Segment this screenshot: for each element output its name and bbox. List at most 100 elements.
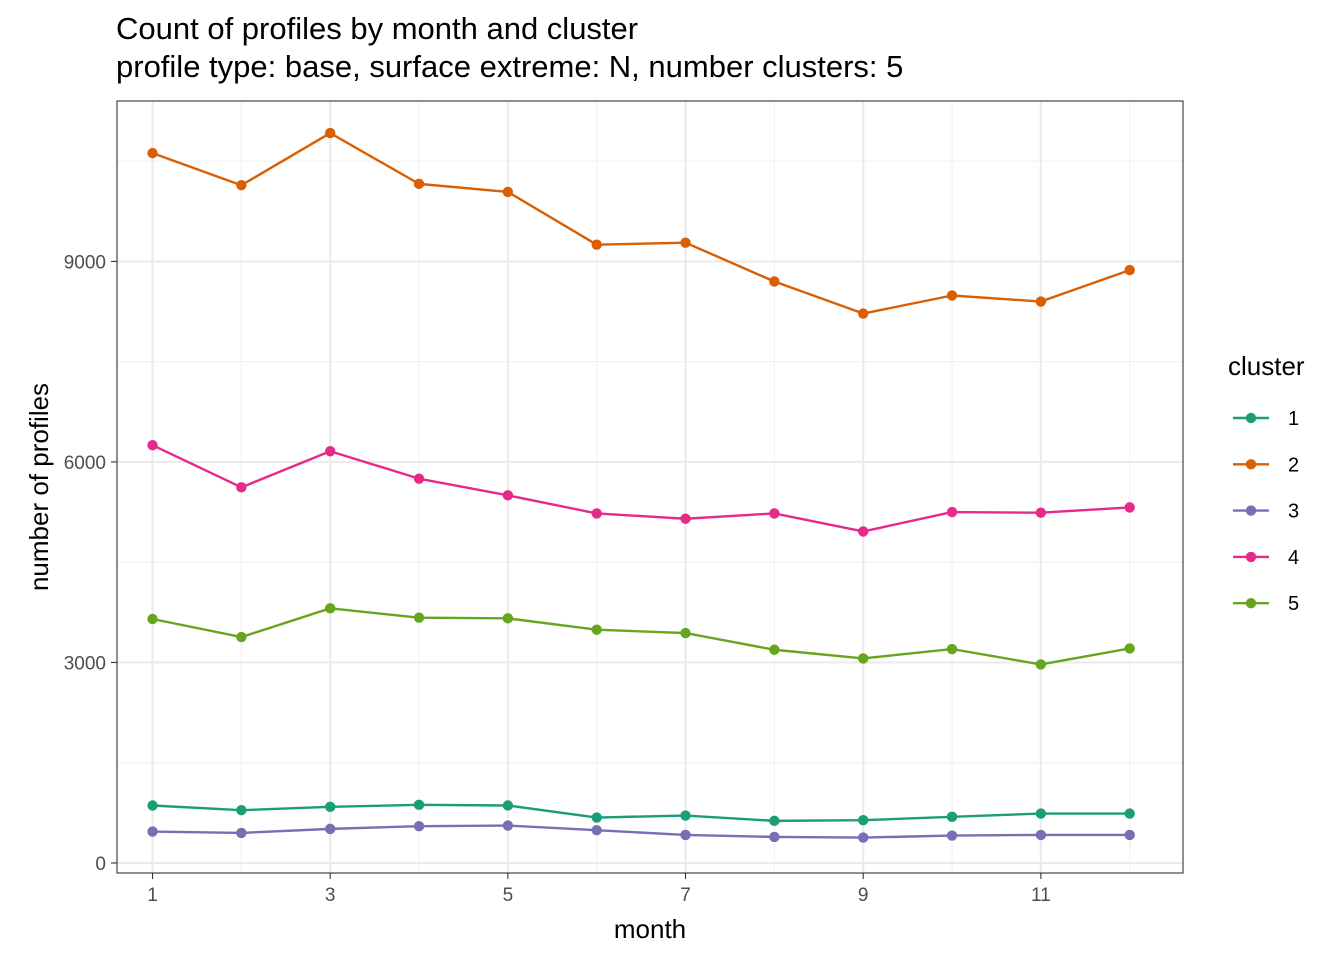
data-point [413,473,425,484]
data-point [236,631,247,643]
data-point [147,613,158,625]
data-point [769,276,780,287]
data-point [769,644,780,655]
y-tick-label: 6000 [64,453,106,474]
data-point [325,801,336,813]
legend-label: 1 [1288,408,1299,430]
data-point [858,653,869,664]
legend-label: 2 [1288,454,1299,476]
plot-border [116,100,1184,874]
legend-item: 1 [1233,408,1299,430]
data-point [1124,264,1135,276]
data-point [858,814,869,826]
legend-label: 3 [1288,501,1299,523]
data-point [1124,808,1135,819]
data-point [1035,829,1047,841]
data-point [502,613,514,624]
series-line [152,444,1130,533]
data-point [413,178,425,190]
data-point [858,526,869,537]
data-point [147,147,158,159]
x-tick-label: 3 [325,885,336,906]
legend-item: 3 [1233,501,1299,523]
chart-title-block: Count of profiles by month and cluster p… [116,10,903,86]
x-tick-label: 1 [147,885,158,906]
plot-panel [117,101,1183,873]
series-line [152,607,1130,666]
x-tick-label: 7 [680,885,691,906]
series-cluster-2 [147,127,1135,319]
legend-label: 5 [1288,593,1299,615]
legend-key-point [1245,412,1257,424]
x-tick-label: 9 [858,885,869,906]
data-point [1035,659,1047,670]
data-point [1035,507,1047,518]
data-point [946,643,958,655]
data-point [591,624,602,635]
y-axis: 0 3000 6000 9000 [64,252,117,875]
data-point [147,800,158,811]
data-point [680,829,691,841]
data-point [591,239,602,250]
data-point [946,811,958,823]
data-point [591,508,602,519]
x-axis: 1 3 5 7 9 11 [147,873,1051,906]
legend-key-point [1245,551,1257,563]
data-point [147,440,158,451]
legend-item: 5 [1233,593,1299,615]
data-point [858,308,869,319]
data-point [946,290,958,301]
data-point [502,800,514,811]
data-point [769,815,780,827]
data-point [413,799,425,811]
data-point [591,825,602,836]
y-tick-label: 3000 [64,653,106,674]
series-cluster-3 [147,820,1135,843]
data-point [502,820,514,831]
data-point [1124,829,1135,841]
data-point [1035,808,1047,819]
data-point [325,603,336,614]
data-point [858,832,869,843]
data-point [1124,643,1135,654]
legend-key-point [1245,598,1257,609]
data-point [680,810,691,821]
legend-key-point [1245,459,1257,470]
legend-item: 2 [1233,454,1299,476]
data-point [502,490,514,501]
series-cluster-1 [147,799,1135,827]
data-point [946,506,958,518]
x-axis-title: month [614,914,686,944]
chart-subtitle: profile type: base, surface extreme: N, … [116,49,904,84]
legend-title: cluster [1228,351,1305,381]
data-point [236,804,247,816]
chart-title: Count of profiles by month and cluster [116,11,639,46]
series-cluster-5 [147,603,1135,670]
data-point [325,127,336,139]
data-point [1124,502,1135,513]
legend-label: 4 [1288,547,1299,569]
data-point [1035,296,1047,307]
legend: cluster 1 2 3 4 5 [1228,351,1305,615]
data-point [236,180,247,191]
x-tick-label: 11 [1031,885,1051,906]
data-point [236,482,247,493]
data-point [325,446,336,457]
series-layer [147,127,1135,843]
series-cluster-4 [147,440,1135,537]
y-axis-title: number of profiles [24,383,54,591]
y-tick-label: 0 [95,854,106,875]
x-tick-label: 5 [503,885,514,906]
major-grid [117,101,1183,873]
series-line [152,803,1130,823]
data-point [325,823,336,835]
data-point [413,821,425,832]
data-point [413,612,425,623]
series-line [152,824,1130,839]
data-point [680,513,691,524]
data-point [147,826,158,837]
legend-item: 4 [1233,547,1299,569]
minor-grid [117,101,1183,873]
series-line [152,131,1131,315]
